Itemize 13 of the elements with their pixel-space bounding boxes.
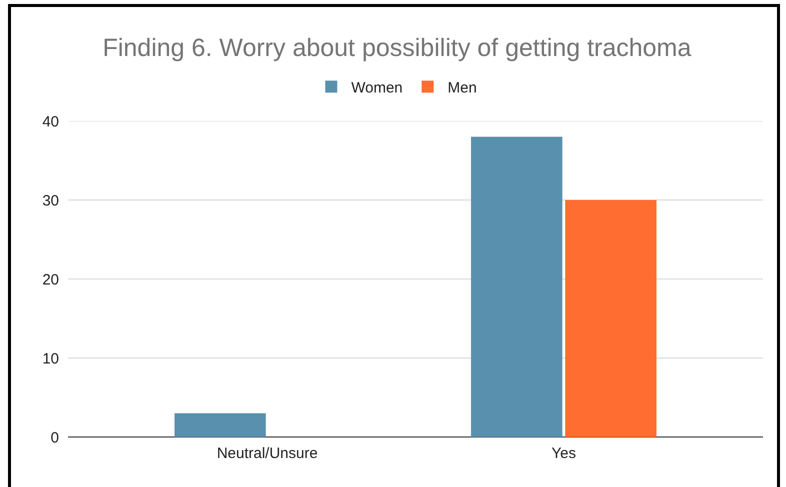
y-tick-label: 40 xyxy=(42,113,59,130)
chart-title: Finding 6. Worry about possibility of getting trachoma xyxy=(102,34,692,62)
bar xyxy=(565,200,656,437)
bar xyxy=(471,136,562,437)
bar xyxy=(174,413,266,437)
y-tick-label: 20 xyxy=(42,271,59,288)
legend-label: Women xyxy=(351,79,403,96)
x-tick-label: Yes xyxy=(552,445,576,462)
x-tick-label: Neutral/Unsure xyxy=(216,445,318,462)
y-tick-label: 10 xyxy=(42,350,59,368)
y-tick-label: 0 xyxy=(50,429,59,446)
y-tick-label: 30 xyxy=(42,192,59,210)
legend-label: Men xyxy=(448,79,477,96)
